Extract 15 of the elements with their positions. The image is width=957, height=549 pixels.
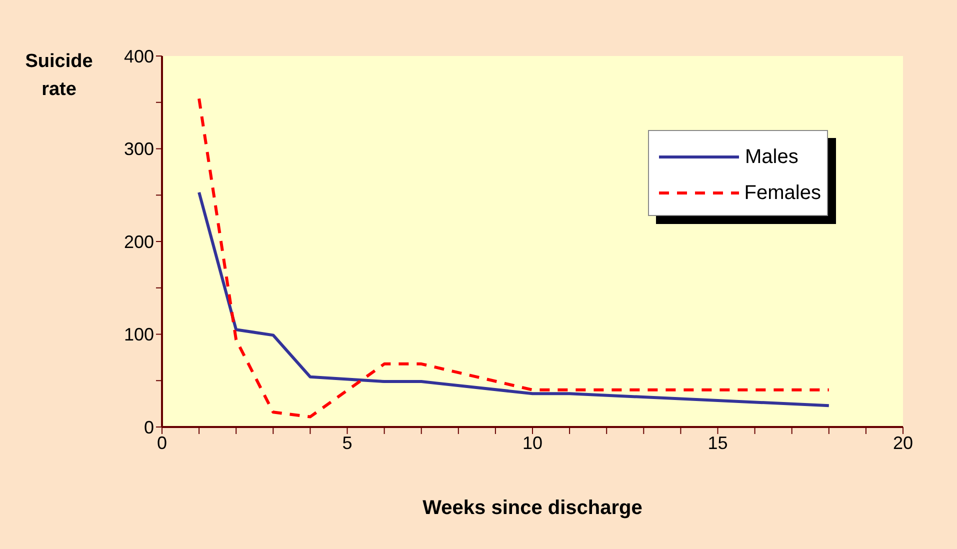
x-tick-label: 5 bbox=[342, 432, 352, 453]
y-tick-label: 400 bbox=[124, 46, 154, 66]
x-tick-label: 0 bbox=[156, 432, 168, 453]
x-axis-title: Weeks since discharge bbox=[422, 497, 644, 520]
y-tick-label: 0 bbox=[144, 417, 154, 438]
x-tick-label: 15 bbox=[708, 432, 728, 453]
legend-label: Females bbox=[744, 182, 821, 204]
x-tick-label: 10 bbox=[522, 432, 543, 453]
y-tick-label: 300 bbox=[124, 139, 154, 160]
y-tick-label: 200 bbox=[124, 232, 154, 252]
y-tick-label: 100 bbox=[124, 324, 154, 345]
y-axis-title: Suicide rate bbox=[24, 50, 94, 102]
line-series bbox=[198, 97, 830, 418]
x-tick-label: 20 bbox=[892, 432, 914, 453]
legend-label: Males bbox=[745, 146, 798, 168]
